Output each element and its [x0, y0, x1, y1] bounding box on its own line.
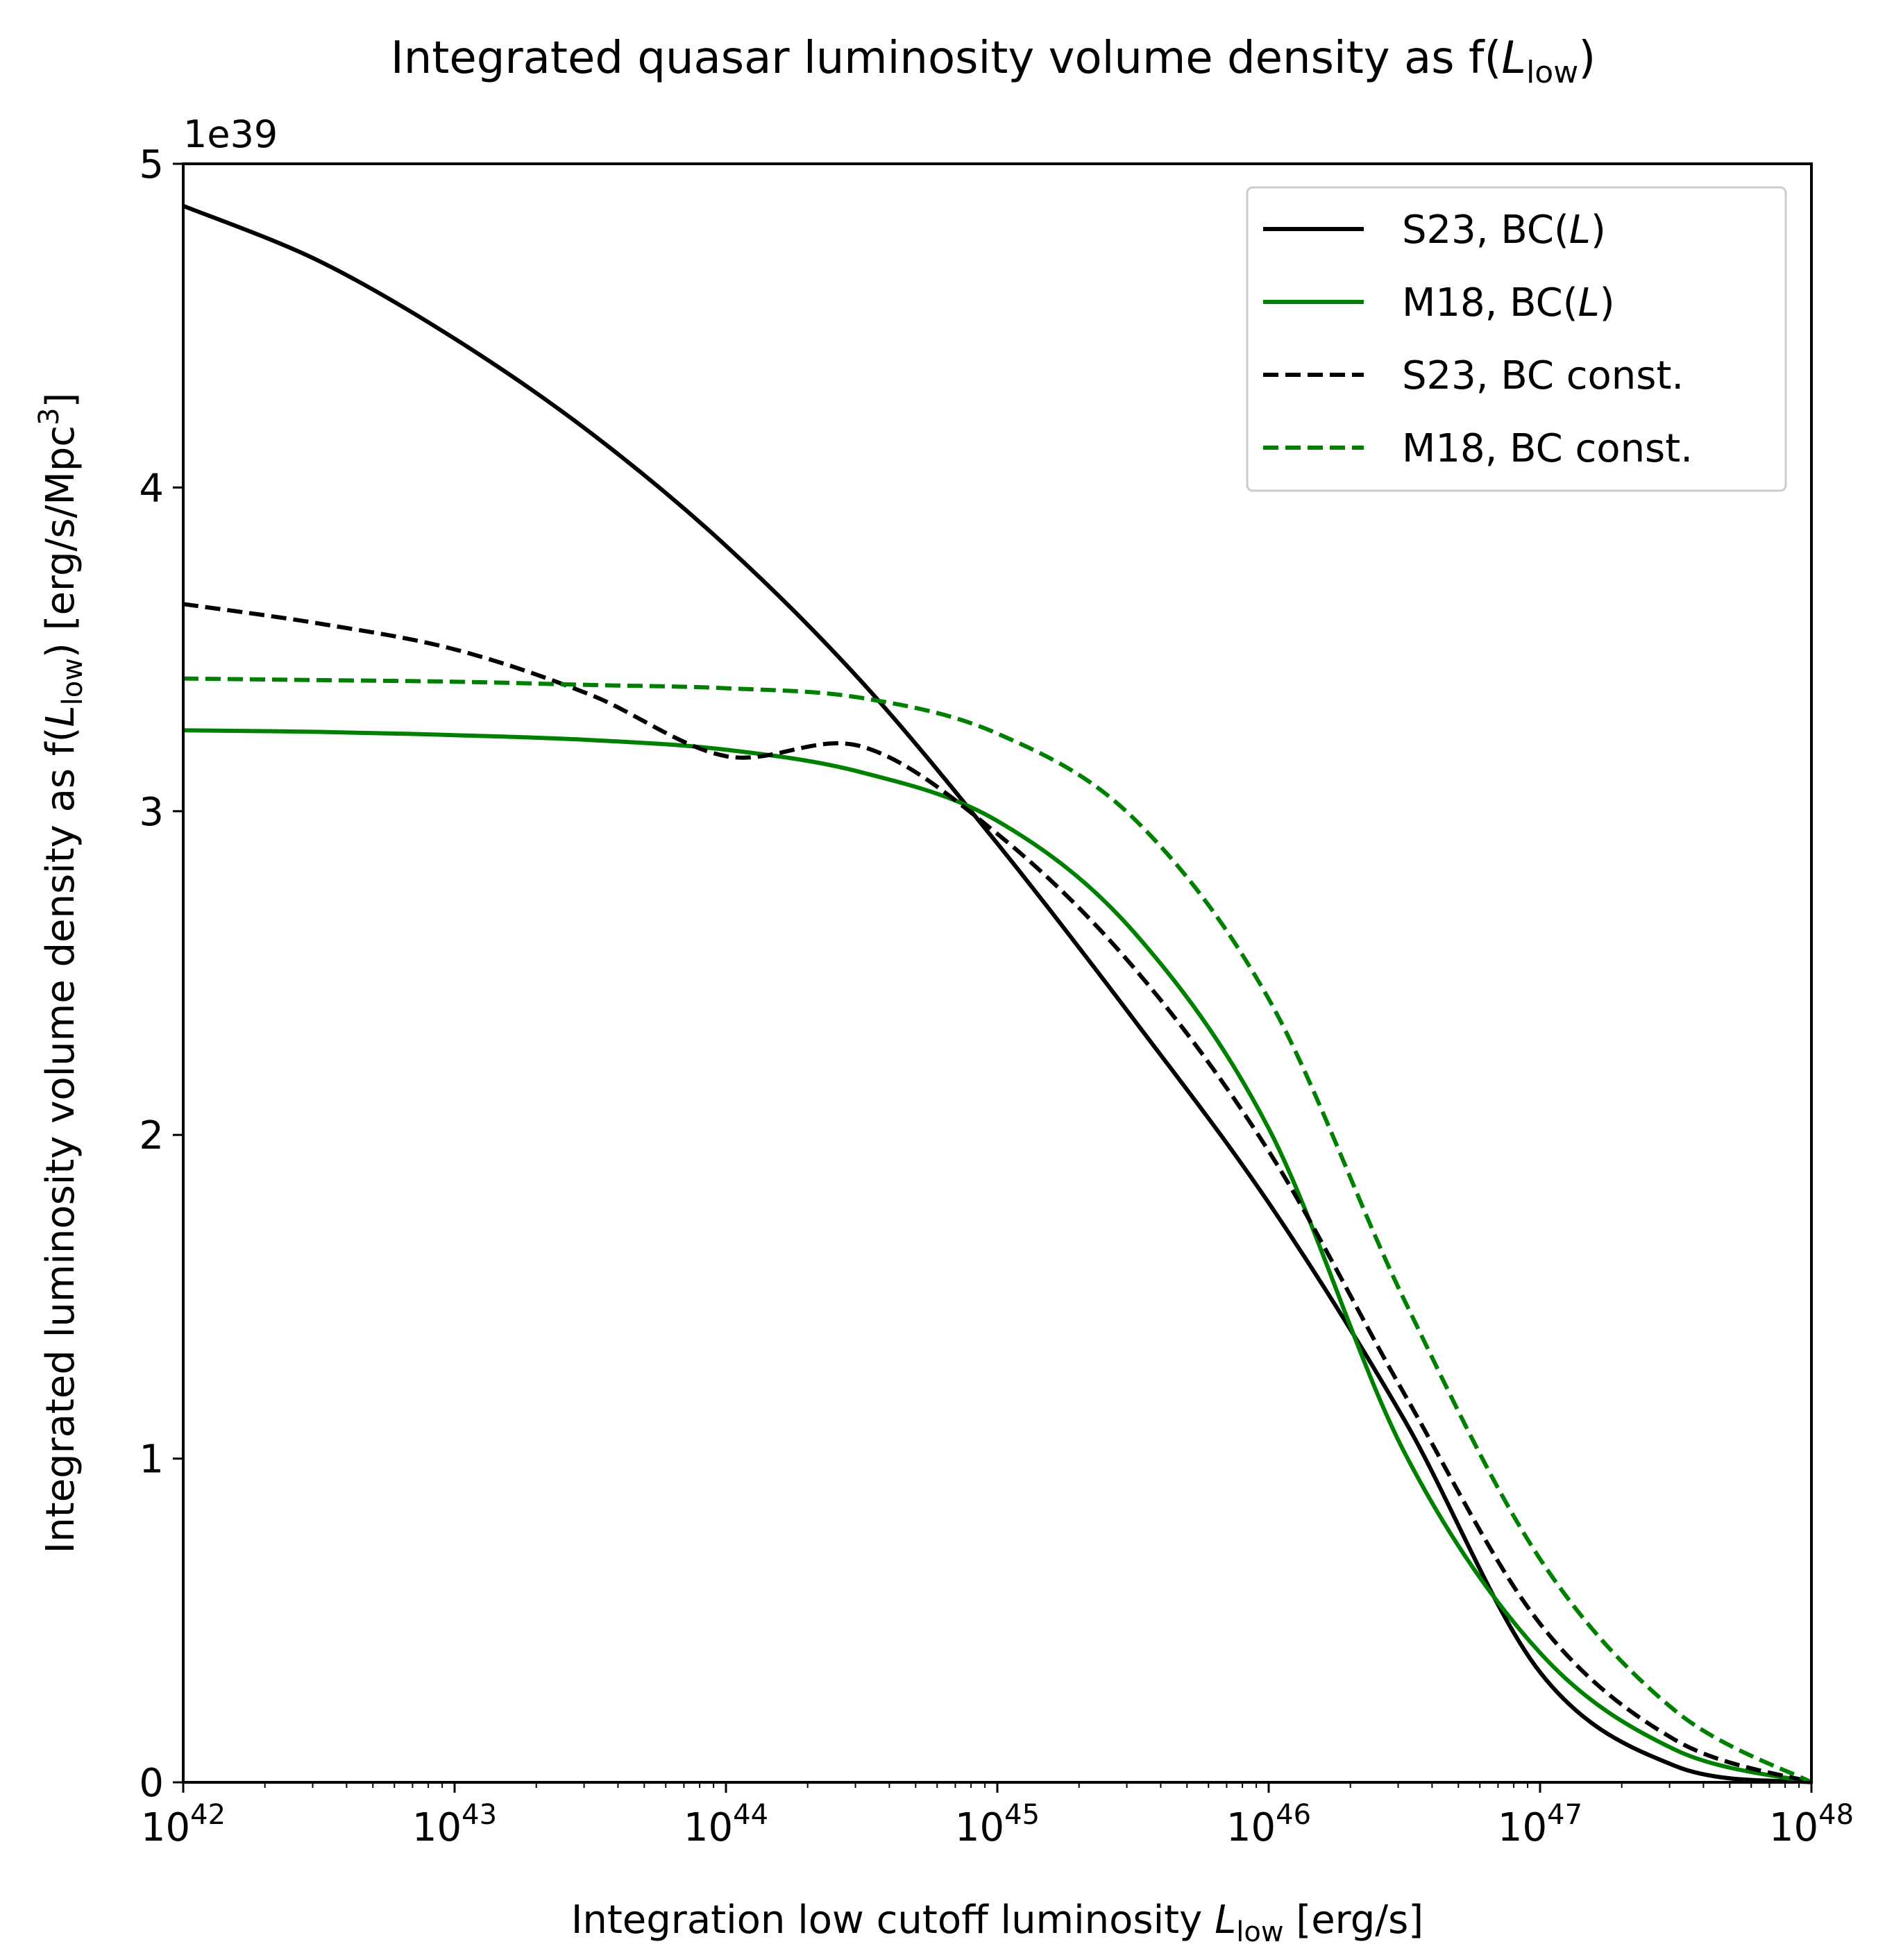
y-tick-label: 4	[139, 466, 164, 511]
y-axis: 0 1 2 3 4 5	[139, 142, 183, 1806]
legend-label-1: S23, BC(L)	[1402, 208, 1606, 253]
series-line-4	[183, 676, 1813, 1784]
x-axis-label: Integration low cutoff luminosity Llow […	[571, 1898, 1423, 1948]
y-offset-text: 1e39	[183, 112, 278, 156]
x-tick-label: 1042	[141, 1799, 226, 1850]
legend-label-4: M18, BC const.	[1402, 426, 1693, 471]
x-tick-label: 1046	[1226, 1799, 1311, 1850]
legend-label-2: M18, BC(L)	[1402, 280, 1615, 326]
legend-entries: S23, BC(L) M18, BC(L) S23, BC const. M18, B…	[1263, 208, 1693, 471]
x-axis: 1042 1043 1044 1045 1046 1047 1048	[141, 1782, 1854, 1850]
series-line-3	[183, 602, 1812, 1784]
y-tick-label: 1	[139, 1437, 164, 1482]
chart-title: Integrated quasar luminosity volume dens…	[391, 33, 1596, 90]
series-layer	[182, 203, 1813, 1784]
series-line-2	[183, 728, 1812, 1784]
x-tick-label: 1044	[684, 1799, 768, 1850]
plot-area	[182, 162, 1813, 1784]
x-tick-label: 1045	[955, 1799, 1040, 1850]
x-tick-label: 1048	[1769, 1799, 1854, 1850]
x-tick-label: 1047	[1498, 1799, 1582, 1850]
legend-label-3: S23, BC const.	[1402, 353, 1684, 398]
series-line-1	[182, 203, 1812, 1784]
y-axis-label: Integrated luminosity volume density as …	[33, 393, 89, 1554]
legend-box	[1246, 186, 1787, 492]
y-tick-label: 5	[139, 142, 164, 187]
y-tick-label: 3	[139, 790, 164, 835]
y-tick-label: 2	[139, 1113, 164, 1158]
legend: S23, BC(L) M18, BC(L) S23, BC const. M18, B…	[1246, 186, 1787, 492]
x-tick-label: 1043	[412, 1799, 497, 1850]
y-tick-label: 0	[139, 1761, 164, 1806]
